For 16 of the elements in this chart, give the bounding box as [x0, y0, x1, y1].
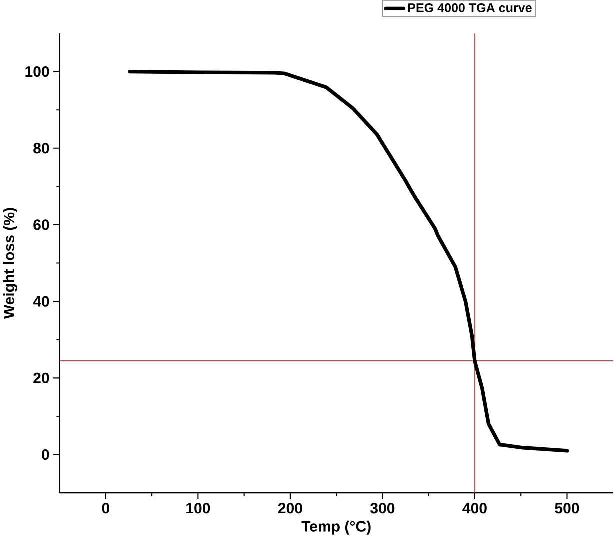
y-tick-label: 20 [34, 372, 50, 384]
x-tick-label: 300 [370, 502, 395, 514]
x-tick-label: 0 [102, 502, 110, 514]
y-axis-title: Weight loss (%) [3, 208, 18, 319]
y-tick-label: 100 [26, 66, 50, 77]
x-tick-label: 400 [462, 502, 487, 514]
y-tick-label: 60 [34, 219, 50, 230]
legend-label: PEG 4000 TGA curve [408, 3, 532, 12]
x-tick-label: 200 [278, 502, 302, 514]
x-tick-label: 500 [555, 502, 580, 514]
y-tick-label: 80 [34, 142, 50, 154]
x-axis-title: Temp (°C) [302, 520, 371, 535]
x-tick-label: 100 [186, 502, 210, 514]
y-tick-label: 40 [33, 296, 50, 307]
y-tick-label: 0 [42, 449, 50, 460]
line-series [128, 70, 570, 453]
